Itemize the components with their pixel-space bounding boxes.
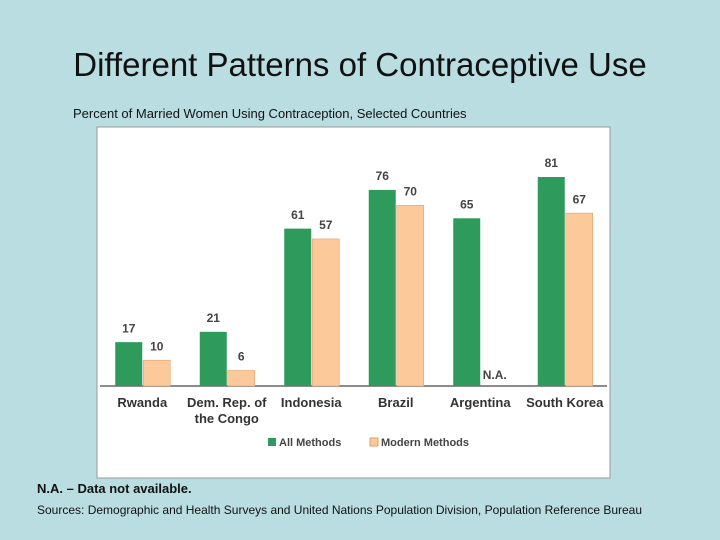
bar [142,359,171,387]
x-tick-label: Brazil [378,395,414,410]
x-tick-label: Indonesia [280,395,342,410]
value-label: 57 [319,218,333,232]
x-tick-label: Argentina [449,395,511,410]
value-label: 67 [573,192,587,206]
x-tick-label: Rwanda [117,395,168,410]
legend-swatch [369,437,379,447]
footnote: N.A. – Data not available. [37,481,192,496]
source: Sources: Demographic and Health Surveys … [37,503,643,517]
legend-swatch [268,438,276,446]
value-label: 17 [122,321,136,335]
bar [284,228,312,386]
value-label: 65 [460,197,474,211]
bar [453,218,481,386]
bar [311,238,340,387]
value-label: 10 [150,339,164,353]
value-label: 81 [545,156,559,170]
value-label: 6 [238,350,245,364]
value-label: 76 [376,169,390,183]
x-tick-label: Dem. Rep. of the Congo [187,395,267,426]
slide-title: Different Patterns of Contraceptive Use [73,46,647,83]
value-label: 21 [207,311,221,325]
bar [368,189,396,386]
bar [227,370,256,387]
chart-title: Percent of Married Women Using Contracep… [73,106,467,121]
value-label: 61 [291,208,305,222]
value-label: 70 [404,185,418,199]
legend-label: Modern Methods [381,437,469,449]
value-label: N.A. [483,368,507,382]
bar [396,205,425,387]
chart-frame [96,126,611,479]
legend-label: All Methods [279,437,341,449]
bar [115,342,143,386]
bar [537,177,565,386]
bar [565,212,594,387]
x-tick-label: South Korea [526,395,604,410]
bar [199,331,227,386]
